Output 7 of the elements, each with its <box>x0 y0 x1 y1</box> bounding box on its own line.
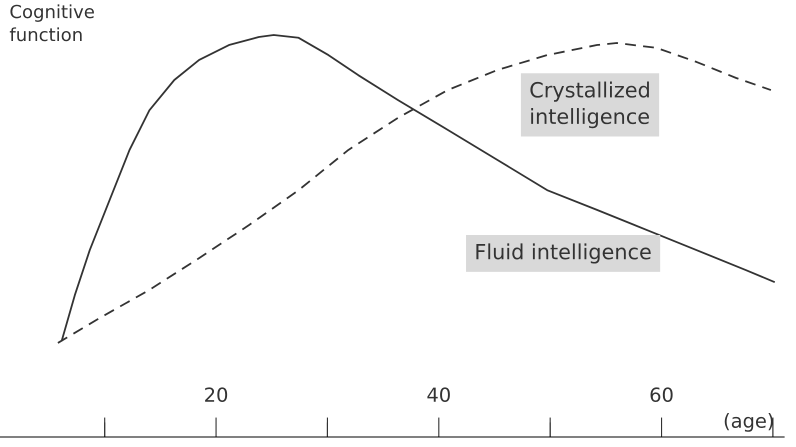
x-tick-label: 60 <box>650 387 673 402</box>
annotation: Fluid intelligence <box>476 243 651 264</box>
x-tick-label: 20 <box>205 387 228 402</box>
x-axis-title: (age) <box>724 412 773 432</box>
y-axis-title: Cognitive function <box>10 4 94 42</box>
annotation: Crystallized intelligence <box>530 82 649 128</box>
x-tick-label: 40 <box>427 387 450 402</box>
